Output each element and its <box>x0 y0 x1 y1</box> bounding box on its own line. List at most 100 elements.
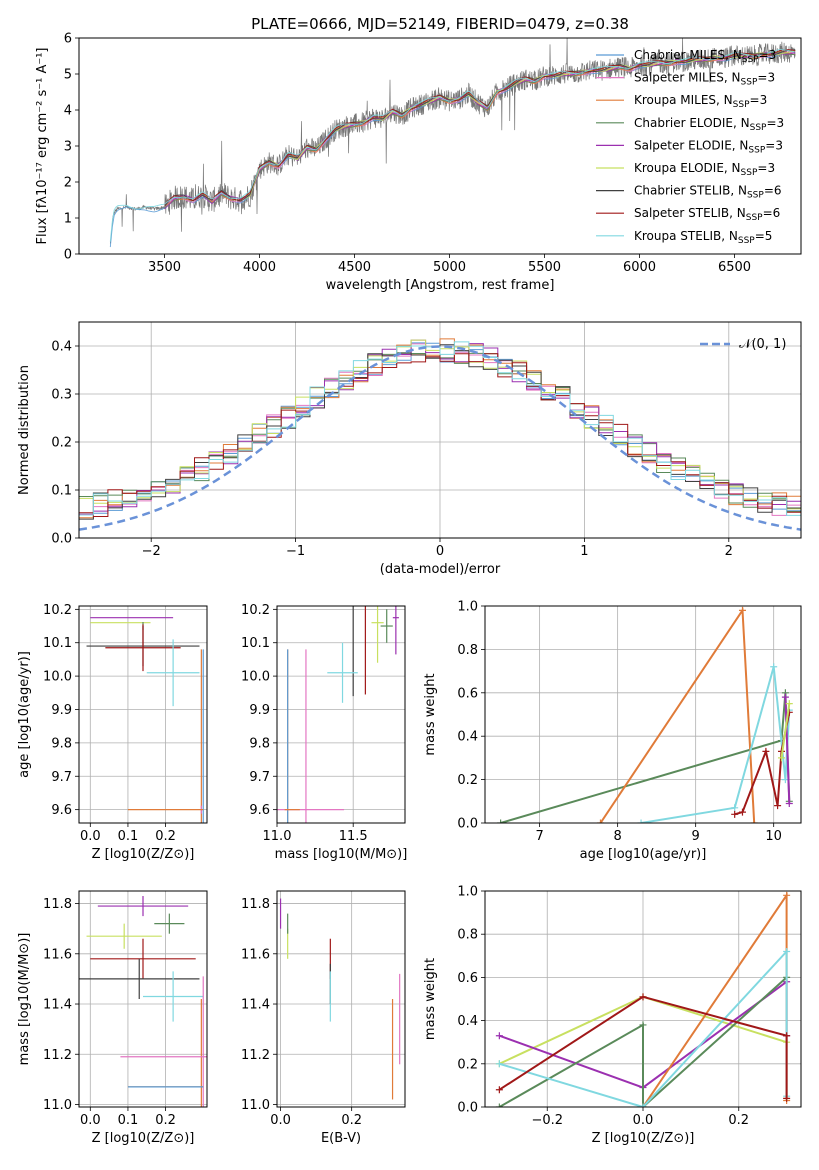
panel-age-vs-Z: 0.0 0.1 0.2 9.6 9.7 9.8 9.9 10.0 10.1 10.2 Z [log1… <box>17 603 208 862</box>
y-tick-label: 9.7 <box>249 770 270 785</box>
residual-histogram <box>79 341 801 516</box>
axes-frame <box>78 321 802 539</box>
x-axis-label: mass [log10(M/M⊙)] <box>275 847 408 862</box>
plus-marker <box>781 693 789 701</box>
y-tick-label: 11.4 <box>43 998 72 1013</box>
y-tick-label: 2 <box>64 176 72 191</box>
y-tick-label: 10.0 <box>43 670 72 685</box>
plus-marker <box>639 1021 647 1029</box>
axes-frame <box>276 605 406 824</box>
x-tick-label: 11.0 <box>263 829 292 844</box>
series-line <box>498 995 788 1099</box>
plot-area-massweight-vs-Z <box>495 891 791 1107</box>
x-axis-label: Z [log10(Z/Z⊙)] <box>592 1131 695 1146</box>
plus-marker <box>497 819 505 823</box>
legend-entry-salpeter-stelib: Salpeter STELIB, NSSP=6 <box>634 206 780 223</box>
series-line <box>780 703 791 759</box>
data-point <box>146 639 200 707</box>
plot-area-spectrum <box>109 38 796 248</box>
plus-marker <box>639 993 647 1001</box>
plus-marker <box>785 700 793 708</box>
x-tick-label: 0 <box>436 544 444 559</box>
y-tick-label: 11.4 <box>241 998 270 1013</box>
y-tick-label: 0.0 <box>51 532 72 547</box>
y-tick-label: 9.9 <box>249 703 270 718</box>
y-tick-label: 0.1 <box>51 484 72 499</box>
x-tick-label: 0.1 <box>118 1113 139 1128</box>
panel-residuals: −2 −1 0 1 2 0.0 0.1 0.2 0.3 0.4 (data-model)/error… <box>17 321 802 577</box>
y-tick-label: 0.4 <box>457 730 478 745</box>
plus-marker <box>731 810 739 818</box>
y-tick-label: 0.0 <box>457 817 478 832</box>
plot-area-age-vs-Z <box>86 617 204 823</box>
y-tick-label: 0.8 <box>457 643 478 658</box>
plus-marker <box>731 804 739 812</box>
y-tick-label: 1 <box>64 212 72 227</box>
y-tick-label: 1.0 <box>457 600 478 615</box>
x-tick-label: 5500 <box>528 260 561 275</box>
y-tick-label: 0.4 <box>457 1014 478 1029</box>
x-tick-label: −1 <box>286 544 305 559</box>
y-axis-label: Flux [fλ10⁻¹⁷ erg cm⁻² s⁻¹ A⁻¹] <box>35 48 50 245</box>
data-point <box>97 896 189 917</box>
plus-marker <box>495 1103 503 1107</box>
residual-histogram <box>79 338 801 519</box>
x-tick-label: 0.2 <box>728 1113 749 1128</box>
data-point <box>277 649 345 823</box>
panel-spectrum: 3500 4000 4500 5000 5500 6000 6500 0 1 2 3 4 5 6 wavel… <box>35 32 802 293</box>
axes-frame <box>78 890 208 1108</box>
y-tick-label: 9.7 <box>51 770 72 785</box>
plus-marker <box>783 1032 791 1040</box>
plus-marker <box>785 799 793 807</box>
residual-histogram <box>79 353 801 517</box>
panel-mass-vs-Z: 0.0 0.1 0.2 11.0 11.2 11.4 11.6 11.8 Z [log10(Z/… <box>17 890 208 1146</box>
panels: 3500 4000 4500 5000 5500 6000 6500 0 1 2 3 4 5 6 wavel… <box>17 32 802 1146</box>
data-point <box>392 606 399 655</box>
y-tick-label: 0.2 <box>457 1057 478 1072</box>
panel-massweight-vs-Z: −0.2 0.0 0.2 0.0 0.2 0.4 0.6 0.8 1.0 Z [log10(Z/Z… <box>423 885 802 1146</box>
plus-marker <box>596 819 604 823</box>
y-tick-label: 11.6 <box>241 947 270 962</box>
x-tick-label: 0.0 <box>270 1113 291 1128</box>
data-point <box>327 642 358 703</box>
panel-mass-vs-EBV: 0.0 0.2 11.0 11.2 11.4 11.6 11.8 E(B-V) <box>241 890 406 1146</box>
y-tick-label: 11.8 <box>43 897 72 912</box>
plus-marker <box>774 802 782 810</box>
axes-frame <box>78 37 802 255</box>
y-tick-label: 11.6 <box>43 947 72 962</box>
y-tick-label: 11.2 <box>43 1048 72 1063</box>
y-tick-label: 0 <box>64 248 72 263</box>
model-line <box>109 48 795 242</box>
legend-entry-kroupa-stelib: Kroupa STELIB, NSSP=5 <box>634 229 772 246</box>
plus-marker <box>495 1060 503 1068</box>
plus-marker <box>783 1094 791 1102</box>
plus-marker <box>637 819 645 823</box>
plot-area-age-vs-mass <box>277 606 399 823</box>
data-point <box>86 923 162 949</box>
plot-area-mass-vs-EBV <box>279 898 401 1100</box>
x-tick-label: 0.0 <box>80 829 101 844</box>
plus-marker <box>639 1103 647 1107</box>
legend-entry-kroupa-elodie: Kroupa ELODIE, NSSP=3 <box>634 161 775 178</box>
x-axis-label: wavelength [Angstrom, rest frame] <box>326 278 555 293</box>
y-tick-label: 3 <box>64 140 72 155</box>
y-tick-label: 5 <box>64 68 72 83</box>
y-tick-label: 9.6 <box>51 803 72 818</box>
x-tick-label: 4000 <box>243 260 276 275</box>
axes-frame <box>78 605 208 824</box>
plus-marker <box>783 947 791 955</box>
x-tick-label: −0.2 <box>531 1113 563 1128</box>
x-axis-label: age [log10(age/yr)] <box>580 847 707 862</box>
y-tick-label: 11.2 <box>241 1048 270 1063</box>
x-tick-label: 4500 <box>338 260 371 275</box>
plot-area-mass-vs-Z <box>79 896 207 1107</box>
data-point <box>154 913 185 934</box>
y-tick-label: 0.0 <box>457 1101 478 1116</box>
x-axis-label: (data-model)/error <box>380 562 501 577</box>
data-point <box>143 971 204 1022</box>
plus-marker <box>762 747 770 755</box>
legend-entry-chabrier-elodie: Chabrier ELODIE, NSSP=3 <box>634 116 784 133</box>
y-tick-label: 10.1 <box>43 636 72 651</box>
x-tick-label: 0.0 <box>633 1113 654 1128</box>
